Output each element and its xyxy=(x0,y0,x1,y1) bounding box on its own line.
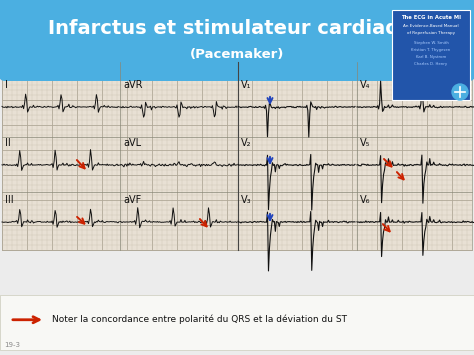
Bar xyxy=(0,295,474,350)
Text: aVF: aVF xyxy=(123,195,141,205)
Text: 19-3: 19-3 xyxy=(4,342,20,348)
Text: V₅: V₅ xyxy=(360,138,370,148)
Text: Kristian T. Thygesen: Kristian T. Thygesen xyxy=(411,48,451,52)
Text: III: III xyxy=(5,195,14,205)
Text: An Evidence-Based Manual: An Evidence-Based Manual xyxy=(403,24,459,28)
Text: V₃: V₃ xyxy=(241,195,252,205)
Bar xyxy=(392,10,470,100)
Text: I: I xyxy=(5,80,8,90)
Text: Stephen W. Smith: Stephen W. Smith xyxy=(413,41,448,45)
Text: V₆: V₆ xyxy=(360,195,371,205)
Text: The ECG in Acute MI: The ECG in Acute MI xyxy=(401,15,461,20)
Text: Charles D. Henry: Charles D. Henry xyxy=(414,62,447,66)
Text: Karl B. Nystrom: Karl B. Nystrom xyxy=(416,55,446,59)
Text: V₁: V₁ xyxy=(241,80,252,90)
FancyBboxPatch shape xyxy=(0,0,474,81)
Text: aVL: aVL xyxy=(123,138,141,148)
Text: V₄: V₄ xyxy=(360,80,371,90)
Bar xyxy=(2,62,472,250)
Text: (Pacemaker): (Pacemaker) xyxy=(190,48,284,61)
Text: Infarctus et stimulateur cardiaque: Infarctus et stimulateur cardiaque xyxy=(48,19,426,38)
Text: Noter la concordance entre polarité du QRS et la déviation du ST: Noter la concordance entre polarité du Q… xyxy=(52,315,347,324)
Text: of Reperfusion Therapy: of Reperfusion Therapy xyxy=(407,31,455,35)
Text: V₂: V₂ xyxy=(241,138,252,148)
Text: aVR: aVR xyxy=(123,80,143,90)
Circle shape xyxy=(452,84,468,100)
Text: II: II xyxy=(5,138,11,148)
